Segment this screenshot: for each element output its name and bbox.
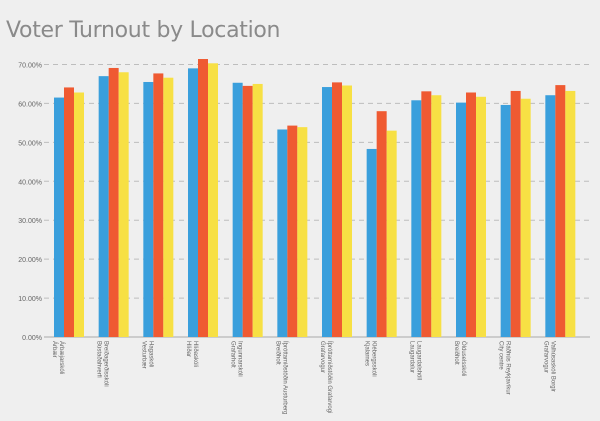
x-tick-label-line: Íþróttamiðstöðin Austurberg: [281, 341, 288, 414]
x-tick-label-line: Klébergsskóli: [371, 341, 377, 377]
bar: [545, 95, 556, 337]
bar: [421, 91, 432, 338]
bar: [153, 73, 164, 338]
y-tick-label: 70.00%: [18, 62, 42, 69]
x-tick-label-line: Breiðholt: [453, 341, 460, 365]
bar: [466, 92, 476, 338]
x-tick-label-line: Hagaskóli: [147, 341, 153, 367]
y-tick-label: 0.00%: [22, 335, 42, 342]
bar: [198, 59, 208, 338]
y-tick-label: 20.00%: [18, 257, 42, 264]
bar: [64, 87, 74, 337]
bar: [565, 90, 576, 337]
bar: [476, 96, 486, 337]
bar: [108, 67, 119, 337]
bar: [143, 81, 154, 337]
bar: [366, 148, 377, 337]
bar: [232, 82, 243, 337]
bar: [386, 130, 397, 337]
bar: [555, 85, 566, 337]
y-tick-label: 50.00%: [18, 140, 42, 147]
bar: [322, 87, 332, 337]
y-tick-label: 60.00%: [18, 101, 42, 108]
x-tick-label-line: Breiðholt: [274, 341, 281, 365]
bar: [332, 82, 342, 337]
x-tick-label: Íþróttamiðstöðin AusturbergBreiðholt: [274, 341, 288, 414]
x-tick-label-line: Hlíðar: [185, 341, 192, 357]
x-tick-label-line: Grafarholt: [230, 341, 236, 368]
x-tick-label-line: Laugardalshöll: [415, 341, 421, 380]
bar: [411, 100, 422, 337]
bar: [500, 104, 511, 337]
x-tick-label-line: Ölduselsskóli: [460, 341, 467, 376]
bar: [54, 97, 64, 337]
x-tick-label: Ráðhús ReykjavíkurCity centre: [498, 341, 512, 395]
x-tick-label-line: Kjalarnes: [364, 341, 370, 366]
x-tick-label: BreiðagerðisskóliBústaðahverfi: [96, 341, 110, 387]
bar: [163, 77, 174, 337]
y-tick-label: 10.00%: [18, 296, 42, 303]
x-tick-label-line: Valhúsaskóli Borgir: [549, 341, 555, 392]
bar: [342, 85, 352, 338]
x-tick-label-line: Grafarvogur: [319, 341, 325, 373]
bar: [118, 72, 129, 338]
bar: [520, 98, 531, 337]
bar: [252, 83, 263, 337]
bar: [98, 76, 109, 337]
bar: [208, 63, 218, 337]
bar: [376, 111, 387, 337]
x-tick-label: HagaskóliVesturbær: [140, 341, 153, 369]
x-tick-label: Íþróttamiðstöðin GrafarvogiGrafarvogur: [319, 341, 333, 413]
x-tick-label: IngunnarskóliGrafarholt: [230, 341, 243, 377]
chart-title: Voter Turnout by Location: [6, 17, 281, 43]
x-tick-label: KlébergsskóliKjalarnes: [364, 341, 377, 377]
y-tick-label: 40.00%: [18, 179, 42, 186]
x-tick-label-line: Árbær: [51, 341, 58, 358]
x-tick-label-line: Hlíðaskóli: [192, 341, 199, 367]
bar: [287, 125, 298, 337]
bar: [277, 129, 288, 337]
bar: [242, 85, 253, 337]
bar: [188, 68, 198, 338]
bar: [431, 95, 442, 337]
bar: [74, 92, 84, 338]
x-tick-label-line: City centre: [498, 341, 504, 370]
x-tick-label: HlíðaskóliHlíðar: [185, 341, 199, 367]
x-tick-label-line: Vesturbær: [140, 341, 146, 369]
x-tick-label-line: Ingunnarskóli: [237, 341, 243, 377]
x-tick-label: ÁrbæjarskóliÁrbær: [51, 341, 65, 374]
bar: [456, 102, 466, 337]
x-tick-label: LaugardalshöllLaugardalur: [408, 341, 421, 380]
x-tick-label: ÖlduselsskóliBreiðholt: [453, 341, 467, 376]
bar: [510, 90, 521, 337]
x-tick-label-line: Bústaðahverfi: [96, 341, 103, 378]
bar: [297, 127, 308, 338]
x-tick-label-line: Árbæjarskóli: [58, 341, 65, 374]
x-tick-label-line: Breiðagerðisskóli: [103, 341, 110, 387]
x-tick-label-line: Ráðhús Reykjavíkur: [505, 341, 512, 395]
x-tick-label-line: Grafarvogur: [542, 341, 548, 373]
x-tick-label-line: Laugardalur: [408, 341, 414, 373]
x-tick-label: Valhúsaskóli BorgirGrafarvogur: [542, 341, 555, 392]
x-tick-label-line: Íþróttamiðstöðin Grafarvogi: [326, 341, 333, 413]
y-tick-label: 30.00%: [18, 218, 42, 225]
